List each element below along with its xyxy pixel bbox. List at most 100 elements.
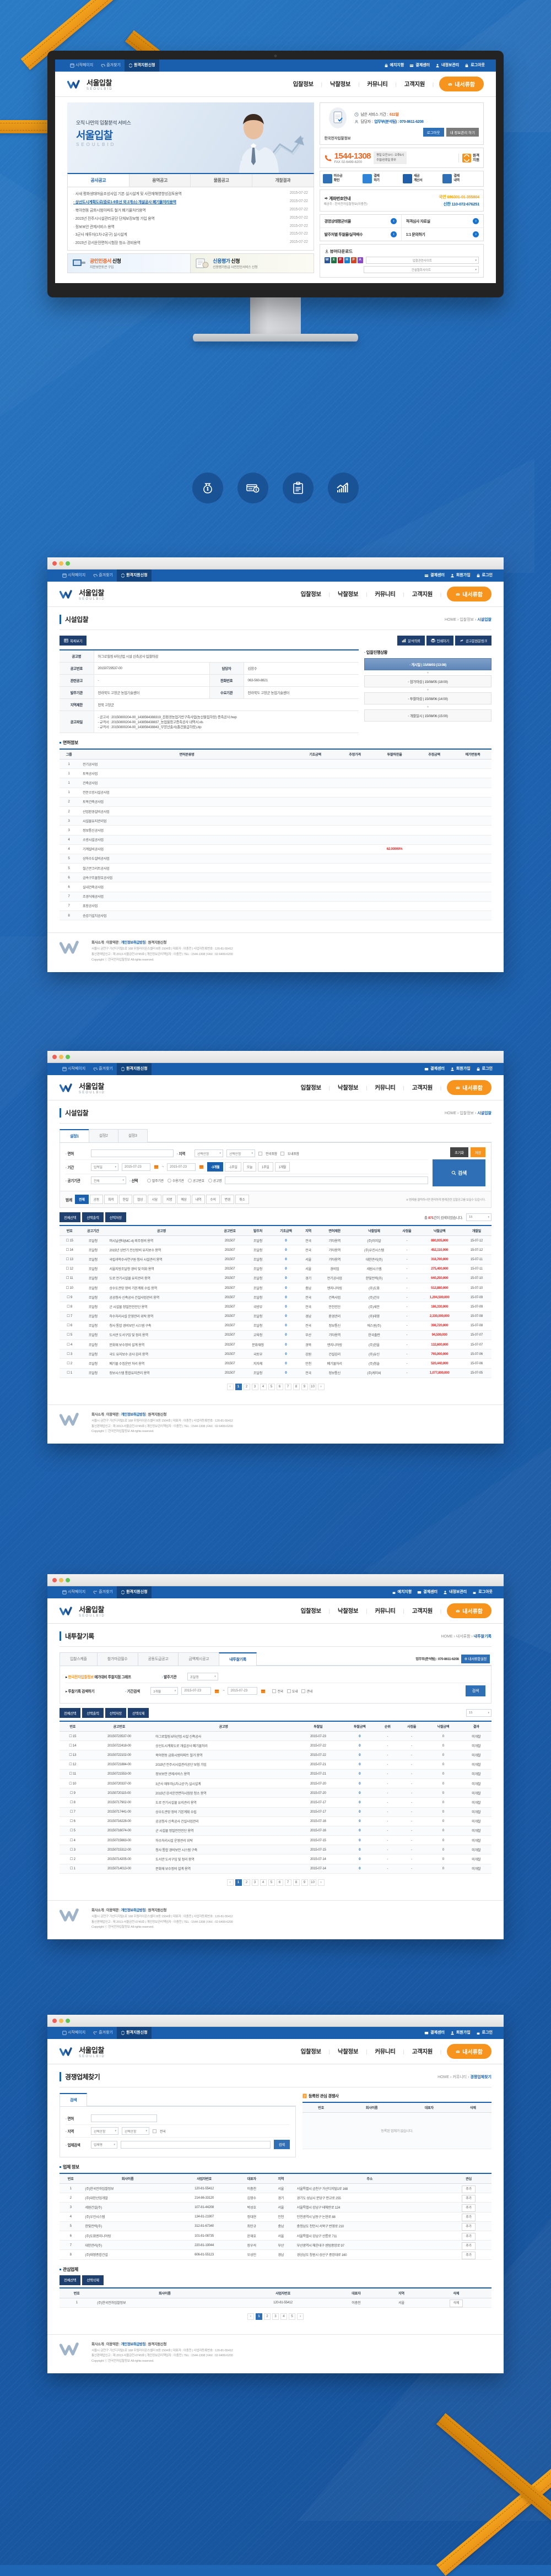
scope-checkbox-option[interactable]: 도내 (287, 1689, 298, 1694)
prev-page-button[interactable]: ‹ (226, 1879, 234, 1886)
table-row[interactable]: ☐ 15 20150723537-00 아그로힐링 6차산업 시설 신축공사 2015… (60, 1731, 491, 1742)
table-row[interactable]: ☐ 14 20150722418-00 상선도시계획도로 개설공사 폐기물처리 201… (60, 1740, 491, 1751)
record-search-link[interactable]: ▸ 투찰기록 검색하기 (66, 1690, 95, 1694)
table-row[interactable]: 6 (주)도화엔지니어링 101-81-08735 윤재호 서울 서울특별시 강남구 선릉… (60, 2231, 491, 2241)
tab-setting-3[interactable]: 설정3 (117, 1129, 148, 1142)
notice-item[interactable]: · 3군사 재투자(1차-2공구) 실시설계 2015-07-22 (73, 231, 308, 239)
table-row[interactable]: ☐ 6 20150716228-00 공공청사 신축공사 건설사업관리 2015-07… (60, 1816, 491, 1826)
analysis-request-button[interactable]: 분석의뢰 (397, 636, 425, 646)
utility-item-payment-center[interactable]: 결제센터 (424, 570, 445, 582)
table-row[interactable]: ☐ 2 20150714205-00 도서관 도서구입 및 정리 용역 2015-07… (60, 1854, 491, 1864)
legend-chip-전체[interactable]: 전체 (75, 1195, 89, 1204)
tab-공동도급공고[interactable]: 공동도급공고 (137, 1652, 179, 1666)
minimize-icon[interactable] (59, 1577, 63, 1582)
nav-item-support[interactable]: 고객지원 (412, 1084, 433, 1091)
utility-item-login[interactable]: 로그인 (476, 2027, 493, 2039)
scope-checkbox-option[interactable]: 전국 (272, 1689, 283, 1694)
footer-nav-item[interactable]: 이용약관 (106, 2342, 119, 2346)
nav-item-bid-info[interactable]: 입찰정보 (300, 591, 321, 598)
utility-item-startpage[interactable]: 시작페이지 (58, 570, 89, 582)
notice-item[interactable]: · 2015년 강서운전면허시험장 청소·경비용역 2015-07-22 (73, 239, 308, 247)
nav-item-award-info[interactable]: 낙찰정보 (338, 1608, 359, 1614)
quick-menu-item[interactable]: 결제 하기 (363, 174, 401, 183)
close-icon[interactable] (52, 2018, 57, 2023)
next-page-button[interactable]: › (317, 1879, 325, 1886)
page-4[interactable]: 4 (280, 2313, 287, 2320)
quick-menu-item[interactable]: 미수금 확인 (322, 174, 361, 183)
page-9[interactable]: 9 (301, 1383, 308, 1390)
breadcrumb-mid[interactable]: 내서류함 (456, 1634, 471, 1639)
table-row[interactable]: 1 (주)한국전자입찰정보 120-81-55412 이충천 서울 삭제 (60, 2298, 491, 2308)
promo-certificate[interactable]: 공인인증서 신청 지문보안토큰 구입 (67, 253, 191, 274)
company-search-input[interactable] (121, 2140, 271, 2149)
page-8[interactable]: 8 (293, 1879, 300, 1886)
add-favorite-button[interactable]: 추가 (462, 2214, 476, 2222)
quick-link-1[interactable]: 경영상태평균비율 › (320, 215, 402, 227)
footer-nav-item[interactable]: 회사소개 (91, 2342, 104, 2346)
maximize-icon[interactable] (66, 1054, 70, 1059)
table-row[interactable]: ☐ 8 조달청 군 시설물 정밀안전진단 용역 201507 국방부 0 전국 안전진단 (주)… (60, 1301, 491, 1312)
date-from-input[interactable]: 2015-07-23 (122, 1163, 150, 1171)
radio-option[interactable]: 공고번호 (187, 1178, 204, 1183)
graph-link[interactable]: ▸ 한국전자입찰정보 예가대비 투찰지점 그래프 (66, 1675, 131, 1679)
breadcrumb-home[interactable]: HOME (445, 617, 456, 622)
scope-checkbox-option[interactable]: 관내 (301, 1689, 312, 1694)
nav-item-community[interactable]: 커뮤니티 (375, 1084, 396, 1091)
utility-item-signup[interactable]: 회원가입 (450, 2027, 471, 2039)
utility-item-startpage[interactable]: 시작페이지 (58, 1063, 89, 1075)
table-row[interactable]: ☐ 9 조달청 공공청사 신축공사 건설사업관리 용역 201507 조달청 0 전국 건축사… (60, 1292, 491, 1303)
myinfo-button[interactable]: 내 정보관리 하기 (446, 128, 479, 137)
nav-item-support[interactable]: 고객지원 (412, 1608, 433, 1614)
breadcrumb-home[interactable]: HOME (441, 1634, 453, 1639)
maximize-icon[interactable] (66, 2018, 70, 2023)
utility-item-remote-support[interactable]: 원격지원신청 (124, 59, 159, 72)
date-to-input[interactable]: 2015-07-23 (228, 1687, 258, 1695)
excel-icon[interactable]: X (331, 257, 337, 263)
page-1[interactable]: 1 (235, 1383, 242, 1390)
footer-nav-item[interactable]: 이용약관 (106, 1908, 119, 1912)
nationwide-checkbox[interactable] (258, 1151, 262, 1156)
reset-button[interactable]: 초기화 (450, 1147, 468, 1157)
keyword-input[interactable] (225, 1176, 428, 1184)
table-row[interactable]: ☐ 6 조달청 청사 통합 경비보안 시스템 구축 201507 조달청 0 전국 정보통신 에… (60, 1321, 491, 1331)
utility-item-signup[interactable]: 회원가입 (450, 570, 471, 582)
utility-item-logout[interactable]: 로그아웃 (464, 59, 485, 72)
table-row[interactable]: 5 한빛전력(주) 312-81-67340 최민규 충남 충청남도 천안시 서북구 번영… (60, 2221, 491, 2231)
table-row[interactable]: ☐ 11 조달청 도로 전기시설물 유지관리 용역 201507 조달청 0 경기 전기공사업… (60, 1273, 491, 1283)
nav-item-community[interactable]: 커뮤니티 (375, 2048, 396, 2055)
company-search-type-select[interactable]: 업체명 (91, 2140, 117, 2149)
utility-item-startpage[interactable]: 시작페이지 (58, 2027, 89, 2039)
progress-step[interactable]: ◦ 참가마감 | 15/08/05 (18:00) (364, 675, 491, 687)
add-favorite-button[interactable]: 추가 (462, 2223, 476, 2231)
page-5[interactable]: 5 (268, 1879, 275, 1886)
nav-item-support[interactable]: 고객지원 (412, 591, 433, 598)
table-row[interactable]: ☐ 3 20150715312-00 청사 통합 경비보안 시스템 구축 2015-0… (60, 1845, 491, 1855)
quick-link-3[interactable]: 발주처별 투찰율/실적배수 › (320, 227, 402, 241)
alzip-icon[interactable]: A (357, 257, 363, 263)
list-tool-2[interactable]: 선택출력 (82, 1708, 104, 1718)
table-row[interactable]: 1 (주)한국전자입찰정보 120-81-55412 이충천 서울 서울특별시 금천구 가… (60, 2183, 491, 2194)
utility-item-payment-center[interactable]: 결제센터 (409, 59, 430, 72)
table-row[interactable]: ☐ 3 조달청 국도 유지보수 공사 감리 용역 201507 국토부 0 강원 건설감리 (주… (60, 1349, 491, 1359)
utility-item-signup[interactable]: 회원가입 (450, 1063, 471, 1075)
nav-item-bid-info[interactable]: 입찰정보 (300, 1084, 321, 1091)
region-select-2[interactable]: 선택안함 (226, 1149, 255, 1157)
utility-item-payment-center[interactable]: 결제센터 (417, 1586, 437, 1598)
nav-item-community[interactable]: 커뮤니티 (367, 81, 388, 88)
notice-item[interactable]: · 북아현동 금화시범아파트 철거 폐기물처리용역 2015-07-22 (73, 207, 308, 215)
legend-chip-협상[interactable]: 협상 (133, 1195, 147, 1204)
period-select[interactable]: 3개월 (150, 1687, 179, 1695)
footer-nav-item[interactable]: 원격지원신청 (148, 1412, 167, 1417)
next-page-button[interactable]: › (297, 2313, 304, 2320)
legend-chip-지명[interactable]: 지명 (162, 1195, 176, 1204)
page-7[interactable]: 7 (284, 1383, 291, 1390)
page-8[interactable]: 8 (293, 1383, 300, 1390)
list-tool-3[interactable]: 선택저장 (105, 1212, 126, 1222)
nav-item-support[interactable]: 고객지원 (412, 2048, 433, 2055)
table-row[interactable]: ☐ 10 20150720337-00 3군사 재투자(1차-2공구) 실시설계 20… (60, 1778, 491, 1789)
quick-menu-item[interactable]: 결제 내역 (442, 174, 480, 183)
logout-button[interactable]: 로그아웃 (423, 128, 444, 137)
quick-menu-item[interactable]: 세금 계산서 (402, 174, 441, 183)
list-tool-1[interactable]: 전체선택 (60, 1708, 81, 1718)
table-row[interactable]: 3 세원건설(주) 107-81-44208 박성호 서울 서울특별시 강남구 테헤란로 … (60, 2202, 491, 2212)
